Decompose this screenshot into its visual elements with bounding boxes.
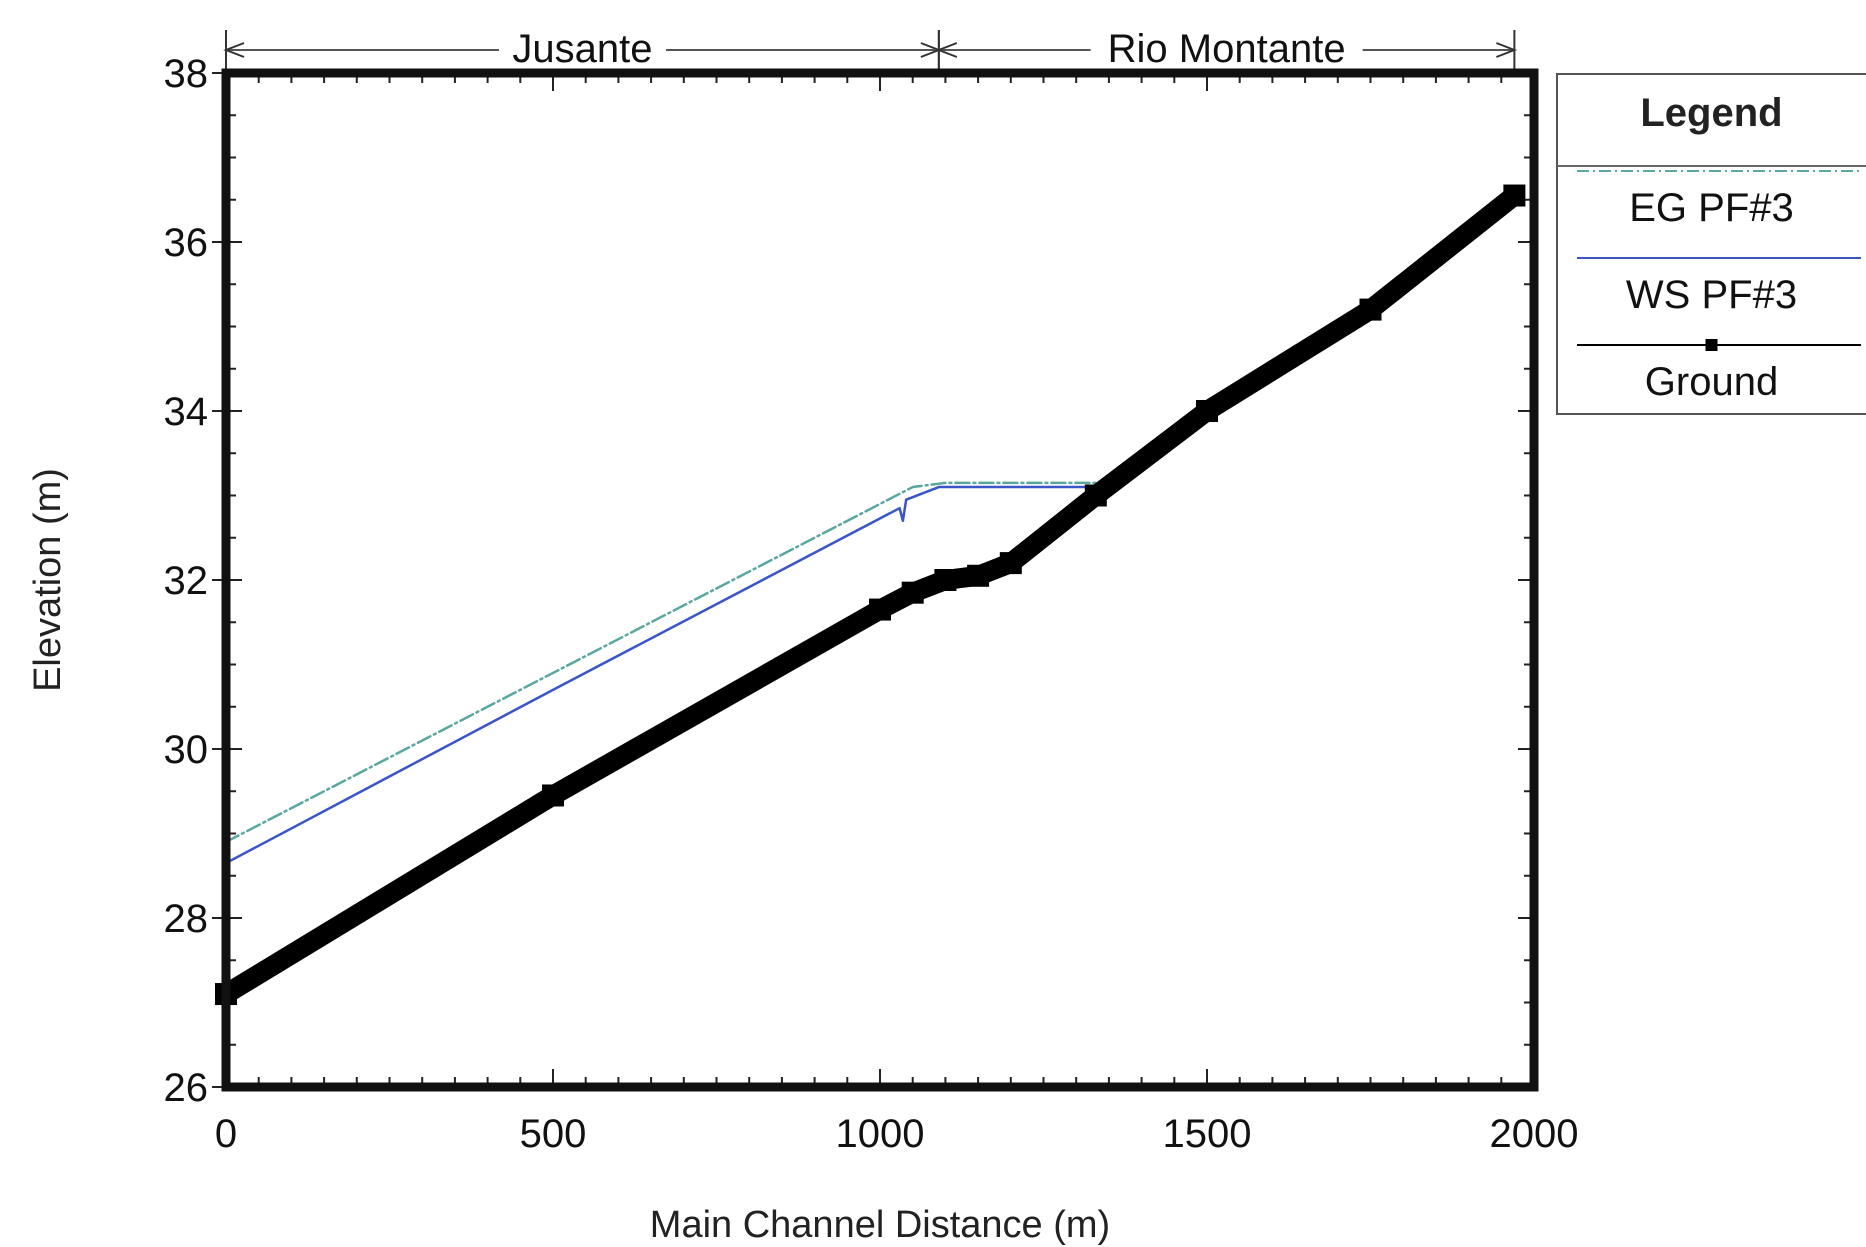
ground-point — [1084, 484, 1107, 507]
reach-label: Jusante — [512, 27, 652, 71]
y-tick-label: 34 — [164, 390, 209, 434]
ground-point — [869, 598, 891, 621]
ground-point — [934, 569, 957, 591]
reach-arrow-left — [936, 42, 958, 58]
y-tick-label: 32 — [164, 559, 209, 603]
x-tick-label: 0 — [215, 1112, 237, 1156]
ground-point — [967, 564, 990, 587]
series-line-eg-pf-3 — [224, 481, 1098, 844]
reach-label-bg — [498, 20, 666, 66]
ground-point — [901, 581, 924, 604]
ground-point — [1196, 400, 1218, 422]
x-tick-labels: 0 500 1000 1500 2000 — [215, 1112, 1579, 1156]
y-tick-label: 30 — [164, 728, 209, 772]
ground-point — [1503, 184, 1526, 207]
legend-label: Ground — [1645, 360, 1778, 404]
legend-marker — [1705, 339, 1718, 351]
reach-arrow-left — [223, 42, 245, 58]
series-line-ground — [216, 185, 1525, 1005]
series-line-ws-pf-3 — [224, 485, 1098, 865]
x-tick-label: 500 — [520, 1112, 587, 1156]
legend-label: WS PF#3 — [1626, 273, 1797, 317]
y-tick-label: 36 — [164, 221, 209, 265]
axis-ticks — [212, 72, 1535, 1088]
x-tick-label: 1500 — [1163, 1112, 1252, 1156]
legend-box — [1556, 73, 1866, 415]
series-lines — [215, 184, 1526, 1006]
legend-label: EG PF#3 — [1629, 186, 1794, 230]
y-tick-label: 28 — [164, 897, 209, 941]
x-axis-title: Main Channel Distance (m) — [650, 1204, 1110, 1246]
x-tick-label: 1000 — [836, 1112, 925, 1156]
y-tick-labels: 26 28 30 32 34 36 38 — [164, 52, 209, 1110]
ground-point — [542, 784, 564, 807]
legend: Legend EG PF#3 WS PF#3 Ground — [1556, 73, 1866, 415]
y-tick-label: 38 — [164, 52, 209, 96]
reach-arrow-right — [1496, 42, 1518, 58]
reach-bars: Jusante Rio Montante — [223, 20, 1518, 71]
plot-frame — [221, 68, 1539, 1092]
y-tick-label: 26 — [164, 1066, 209, 1110]
y-axis-title: Elevation (m) — [27, 468, 69, 692]
x-tick-label: 2000 — [1490, 1112, 1579, 1156]
legend-title: Legend — [1640, 91, 1782, 135]
reach-label: Rio Montante — [1108, 27, 1346, 71]
reach-label-bg — [1090, 20, 1363, 66]
ground-point — [999, 552, 1022, 575]
ground-point — [1359, 298, 1382, 321]
